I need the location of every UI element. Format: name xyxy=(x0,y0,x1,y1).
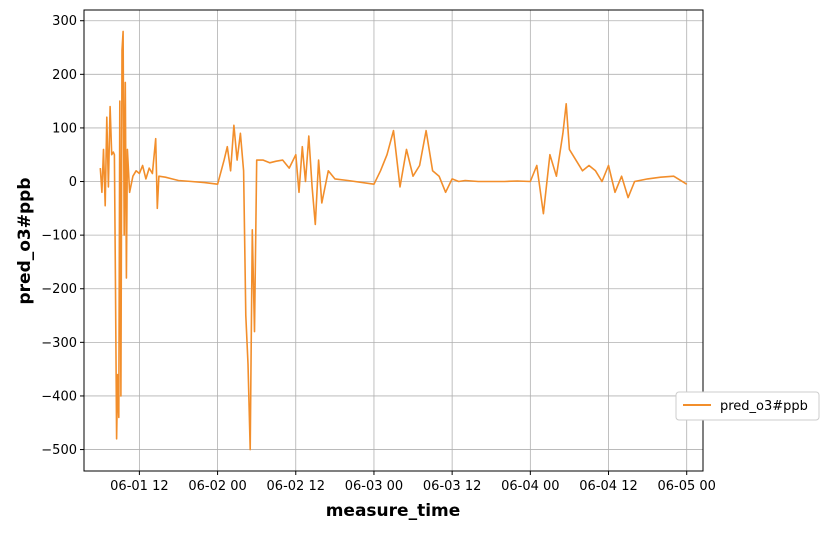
x-axis-label: measure_time xyxy=(326,501,461,521)
y-tick-label: 200 xyxy=(52,68,77,83)
y-tick-label: −300 xyxy=(41,336,77,351)
series-line xyxy=(99,30,688,451)
y-tick-label: 100 xyxy=(52,121,77,136)
x-tick-label: 06-03 12 xyxy=(423,479,481,494)
legend: pred_o3#ppb xyxy=(675,391,820,421)
plot-frame xyxy=(83,9,704,472)
x-tick-label: 06-03 00 xyxy=(345,479,403,494)
series-group xyxy=(99,30,688,451)
x-tick-label: 06-04 12 xyxy=(579,479,637,494)
x-tick-label: 06-05 00 xyxy=(657,479,715,494)
grid xyxy=(84,10,703,471)
y-tick-label: 0 xyxy=(69,175,77,190)
y-tick-label: −400 xyxy=(41,389,77,404)
legend-label: pred_o3#ppb xyxy=(720,399,808,414)
x-tick-label: 06-04 00 xyxy=(501,479,559,494)
y-axis-ticks: 300 200 100 0 −100 −200 −300 −400 −500 xyxy=(41,14,84,458)
y-tick-label: −100 xyxy=(41,229,77,244)
x-tick-label: 06-02 00 xyxy=(188,479,246,494)
y-tick-label: 300 xyxy=(52,14,77,29)
x-tick-label: 06-02 12 xyxy=(267,479,325,494)
y-tick-label: −200 xyxy=(41,282,77,297)
x-axis-ticks: 06-01 12 06-02 00 06-02 12 06-03 00 06-03 12… xyxy=(110,471,716,494)
y-tick-label: −500 xyxy=(41,443,77,458)
x-tick-label: 06-01 12 xyxy=(110,479,168,494)
legend-box xyxy=(675,391,820,421)
y-axis-label: pred_o3#ppb xyxy=(15,177,35,304)
